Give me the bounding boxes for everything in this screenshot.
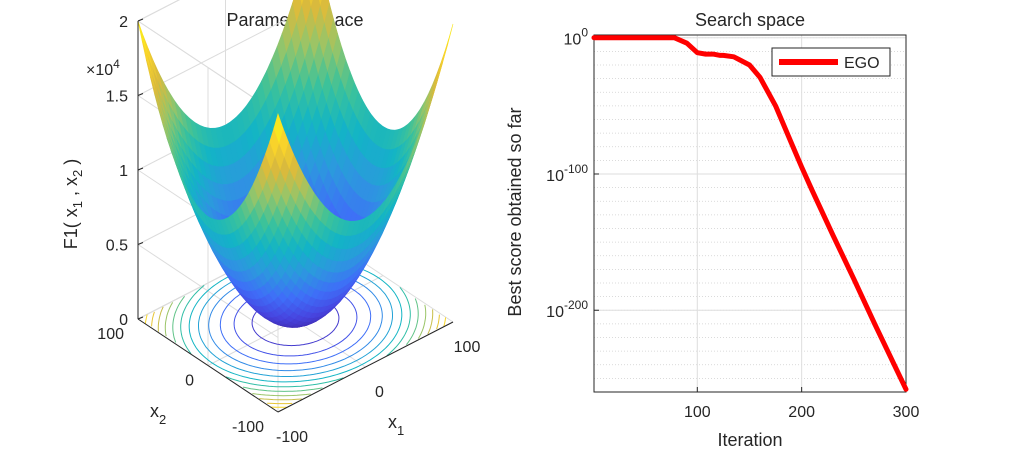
z-tick-mark — [137, 242, 144, 245]
x-axis-label: x1 — [388, 412, 404, 438]
contour-line — [386, 286, 411, 356]
z-tick-label: 1.5 — [106, 89, 128, 106]
contour-line — [180, 285, 205, 355]
series-line-ego — [591, 35, 909, 392]
x-tick-label: -100 — [276, 429, 308, 446]
contour-line — [242, 386, 323, 392]
y-tick-label: 100 — [564, 26, 589, 49]
contour-line — [151, 311, 155, 327]
x-axis-ticks: 100 200 300 — [684, 387, 919, 421]
surface-patch — [308, 0, 314, 8]
series-lines — [591, 35, 909, 392]
contour-line — [405, 298, 419, 346]
contour-line — [259, 398, 302, 401]
z-axis-ticks: 0 0.5 1 1.5 2 — [106, 14, 144, 329]
axis-line — [137, 318, 279, 413]
z-tick-label: 0 — [119, 312, 128, 329]
y-axis-ticks: 100 10-100 10-200 — [546, 26, 599, 321]
z-tick-mark — [137, 93, 144, 96]
y-tick-label: 0 — [185, 373, 194, 390]
contour-line — [252, 393, 311, 397]
wall-grid-line — [137, 0, 180, 22]
y-tick-label: -100 — [232, 419, 264, 436]
z-multiplier: ×104 — [86, 57, 120, 79]
x-axis-ticks: -100 0 100 — [276, 339, 480, 446]
convergence-title: Search space — [695, 10, 805, 30]
x-tick-label: 200 — [788, 404, 815, 421]
x-tick-label: 0 — [375, 384, 384, 401]
z-tick-mark — [137, 18, 144, 22]
contour-line — [225, 376, 344, 388]
contour-line — [172, 295, 186, 343]
surface-patch — [273, 113, 284, 144]
axis-line — [277, 321, 454, 413]
contour-line — [443, 317, 447, 327]
x-tick-label: 300 — [893, 404, 920, 421]
contour-line — [164, 302, 174, 337]
plot-area — [594, 35, 906, 392]
z-tick-mark — [137, 316, 144, 320]
convergence-plot: Search space 100 10-100 10-200 100 200 300 I… — [505, 10, 919, 450]
z-tick-label: 2 — [119, 14, 128, 31]
wall-grid-line — [137, 5, 314, 96]
y-tick-label: 10-200 — [546, 298, 588, 321]
x-tick-label: 100 — [684, 404, 711, 421]
axes-frame — [593, 34, 907, 393]
y-axis-label: Best score obtained so far — [505, 107, 525, 316]
surface-patch — [300, 0, 304, 7]
contour-line — [144, 314, 148, 324]
surface-patch — [318, 0, 323, 7]
contour-line — [157, 306, 164, 332]
x-tick-label: 100 — [454, 339, 481, 356]
y-tick-label: 100 — [97, 326, 124, 343]
y-axis-ticks: -100 0 100 — [97, 326, 264, 436]
legend-label-ego: EGO — [844, 55, 880, 72]
z-tick-mark — [137, 167, 144, 171]
contour-line — [436, 314, 440, 330]
surface-mesh — [137, 0, 454, 328]
z-tick-label: 1 — [119, 163, 128, 180]
contour-line — [417, 304, 427, 339]
contour-line — [427, 309, 434, 335]
z-axis-label: F1( x1 , x2 ) — [61, 159, 85, 250]
legend: EGO — [771, 47, 891, 77]
grid-lines — [594, 35, 907, 392]
x-axis-label: Iteration — [717, 430, 782, 450]
y-axis-label: x2 — [150, 401, 166, 427]
y-tick-label: 10-100 — [546, 162, 588, 185]
z-tick-label: 0.5 — [106, 238, 128, 255]
